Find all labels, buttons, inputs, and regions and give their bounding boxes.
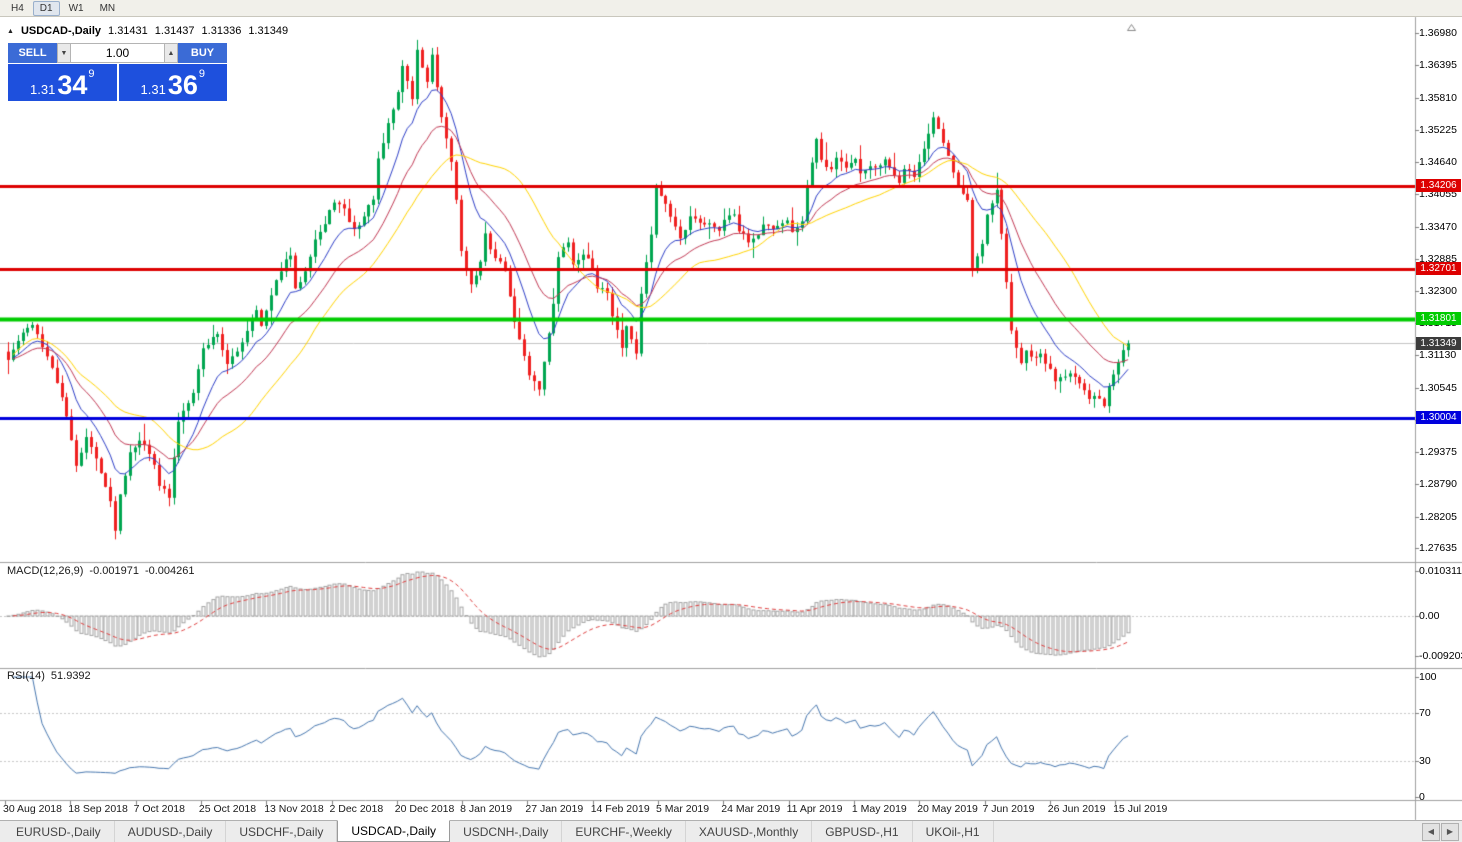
buy-button[interactable]: BUY <box>178 43 227 63</box>
rsi-axis-label: 0 <box>1419 791 1425 803</box>
macd-axis-label: 0.00 <box>1419 610 1440 622</box>
timeframe-toolbar: H4 D1 W1 MN <box>0 0 1462 17</box>
date-axis-label: 8 Jan 2019 <box>460 803 513 815</box>
rsi-axis-label: 70 <box>1419 707 1431 719</box>
price-axis-label: 1.35810 <box>1419 91 1457 104</box>
date-axis-label: 7 Jun 2019 <box>982 803 1035 815</box>
bid-price-prefix: 1.31 <box>30 82 56 97</box>
price-axis-label: 1.35225 <box>1419 123 1457 136</box>
ask-price-display[interactable]: 1.31 36 9 <box>118 64 227 101</box>
price-axis-label: 1.27635 <box>1419 542 1457 555</box>
volume-increase-button[interactable]: ▲ <box>164 43 178 63</box>
volume-decrease-button[interactable]: ▼ <box>57 43 71 63</box>
current-price-badge: 1.31349 <box>1416 336 1461 350</box>
chart-tab-usdcnh-daily[interactable]: USDCNH-,Daily <box>450 821 563 842</box>
rsi-axis-label: 30 <box>1419 755 1431 767</box>
date-axis-label: 7 Oct 2018 <box>133 803 185 815</box>
date-axis-label: 27 Jan 2019 <box>525 803 584 815</box>
date-axis-label: 15 Jul 2019 <box>1113 803 1168 815</box>
chart-tab-audusd-daily[interactable]: AUDUSD-,Daily <box>115 821 227 842</box>
chevron-down-icon: ▼ <box>60 49 68 57</box>
sell-button[interactable]: SELL <box>8 43 57 63</box>
volume-input[interactable]: 1.00 <box>71 43 164 63</box>
price-axis-label: 1.33470 <box>1419 220 1457 233</box>
chevron-up-icon: ▲ <box>167 49 175 57</box>
price-axis-label: 1.31130 <box>1419 349 1457 362</box>
chart-tab-eurusd-daily[interactable]: EURUSD-,Daily <box>3 821 115 842</box>
chart-tab-usdcad-daily[interactable]: USDCAD-,Daily <box>337 820 451 842</box>
one-click-trading-panel: SELL ▼ 1.00 ▲ BUY 1.31 34 9 1.31 36 9 <box>8 43 227 101</box>
price-level-badge: 1.32701 <box>1416 262 1461 276</box>
chart-symbol-label: USDCAD-,Daily <box>20 25 102 37</box>
chart-header: ▲ USDCAD-,Daily 1.31431 1.31437 1.31336 … <box>7 25 288 37</box>
price-axis-label: 1.36395 <box>1419 59 1457 72</box>
chart-tab-ukoil-h1[interactable]: UKOil-,H1 <box>913 821 994 842</box>
ohlc-high: 1.31437 <box>154 25 195 37</box>
date-axis-label: 13 Nov 2018 <box>264 803 324 815</box>
price-level-badge: 1.34206 <box>1416 179 1461 193</box>
rsi-value: 51.9392 <box>50 670 91 682</box>
price-axis-label: 1.32300 <box>1419 285 1457 297</box>
tab-scroll-controls: ◀ ▶ <box>1422 821 1462 842</box>
symbol-direction-icon: ▲ <box>7 27 14 35</box>
price-axis-label: 1.28790 <box>1419 478 1457 491</box>
ask-price-point: 9 <box>198 68 205 80</box>
date-axis-label: 25 Oct 2018 <box>198 803 257 815</box>
macd-main-value: -0.001971 <box>89 565 139 577</box>
ohlc-open: 1.31431 <box>108 25 148 37</box>
price-axis-label: 1.29375 <box>1419 446 1457 459</box>
ask-price-pips: 36 <box>167 70 198 100</box>
rsi-title: RSI(14) <box>7 670 45 682</box>
date-axis-label: 5 Mar 2019 <box>656 803 710 815</box>
macd-title: MACD(12,26,9) <box>7 565 84 577</box>
macd-axis-label: 0.010311 <box>1419 565 1462 577</box>
bid-price-pips: 34 <box>57 70 88 100</box>
timeframe-button-mn[interactable]: MN <box>99 2 116 14</box>
tab-scroll-left-icon[interactable]: ◀ <box>1422 822 1440 841</box>
chart-tab-xauusd-monthly[interactable]: XAUUSD-,Monthly <box>686 821 813 842</box>
price-level-badge: 1.31801 <box>1416 312 1461 325</box>
date-axis-label: 26 Jun 2019 <box>1047 803 1106 815</box>
date-axis-label: 24 Mar 2019 <box>721 803 781 815</box>
date-axis-label: 20 Dec 2018 <box>394 803 455 815</box>
date-axis-label: 2 Dec 2018 <box>329 803 384 815</box>
macd-indicator-label: MACD(12,26,9) -0.001971 -0.004261 <box>7 565 195 577</box>
rsi-indicator-label: RSI(14) 51.9392 <box>7 670 91 682</box>
chart-tab-gbpusd-h1[interactable]: GBPUSD-,H1 <box>812 821 913 842</box>
timeframe-button-d1[interactable]: D1 <box>32 0 60 16</box>
chart-tab-usdchf-daily[interactable]: USDCHF-,Daily <box>226 821 338 842</box>
date-axis-label: 18 Sep 2018 <box>68 803 128 815</box>
date-axis-label: 20 May 2019 <box>917 803 978 815</box>
rsi-axis-label: 100 <box>1419 671 1437 683</box>
chart-tabs-bar: EURUSD-,Daily AUDUSD-,Daily USDCHF-,Daily U… <box>0 820 1462 842</box>
price-axis-label: 1.28205 <box>1419 510 1457 523</box>
bid-price-display[interactable]: 1.31 34 9 <box>8 64 117 101</box>
price-axis-label: 1.34640 <box>1419 156 1457 168</box>
ohlc-low: 1.31336 <box>201 25 242 37</box>
timeframe-button-h4[interactable]: H4 <box>11 2 24 14</box>
date-axis-label: 1 May 2019 <box>851 803 907 815</box>
chart-tab-eurchf-weekly[interactable]: EURCHF-,Weekly <box>562 821 686 842</box>
macd-axis-label: -0.009203 <box>1419 650 1462 663</box>
date-axis-label: 14 Feb 2019 <box>590 803 650 815</box>
date-axis-label: 11 Apr 2019 <box>786 803 843 815</box>
price-axis-label: 1.32885 <box>1419 252 1457 265</box>
tab-scroll-right-icon[interactable]: ▶ <box>1441 822 1459 841</box>
price-axis-label: 1.30545 <box>1419 381 1457 394</box>
ohlc-close: 1.31349 <box>248 25 289 37</box>
date-axis-label: 30 Aug 2018 <box>3 803 62 815</box>
price-axis-label: 1.36980 <box>1419 27 1457 40</box>
price-level-badge: 1.30004 <box>1416 411 1461 425</box>
bid-price-point: 9 <box>88 68 95 80</box>
timeframe-button-w1[interactable]: W1 <box>68 2 84 14</box>
macd-signal-value: -0.004261 <box>144 565 195 577</box>
ask-price-prefix: 1.31 <box>140 82 166 97</box>
